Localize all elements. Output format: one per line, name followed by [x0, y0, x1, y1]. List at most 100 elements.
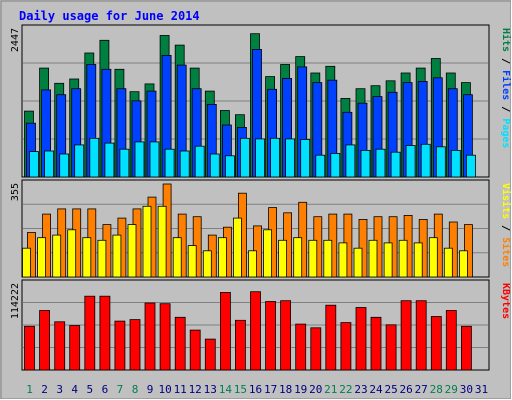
- bar-pages-29: [450, 149, 461, 178]
- bar-kbytes-22: [340, 322, 352, 371]
- x-tick-label: 25: [384, 383, 397, 396]
- bar-visits-11: [172, 237, 182, 278]
- bar-visits-3: [52, 234, 62, 278]
- bar-kbytes-26: [400, 300, 412, 371]
- bar-kbytes-20: [310, 327, 322, 371]
- bar-pages-7: [119, 148, 130, 178]
- bar-pages-23: [360, 149, 371, 178]
- x-tick-label: 4: [71, 383, 78, 396]
- x-tick-label: 3: [56, 383, 63, 396]
- x-tick-label: 6: [102, 383, 109, 396]
- x-tick-label: 14: [219, 383, 233, 396]
- bar-pages-9: [149, 141, 160, 178]
- x-tick-label: 21: [324, 383, 337, 396]
- bar-visits-6: [97, 239, 107, 278]
- bar-kbytes-30: [460, 325, 472, 371]
- chart-marks: [22, 33, 476, 371]
- x-tick-label: 27: [415, 383, 428, 396]
- ymax-label-bottom: 114222: [10, 283, 21, 319]
- x-tick-label: 28: [430, 383, 443, 396]
- bar-pages-4: [74, 144, 85, 178]
- x-tick-label: 24: [369, 383, 383, 396]
- bar-pages-1: [29, 151, 39, 178]
- bar-kbytes-9: [144, 302, 156, 371]
- ymax-label-middle: 355: [10, 183, 21, 201]
- bar-kbytes-10: [159, 303, 171, 371]
- bar-pages-13: [209, 153, 220, 178]
- x-tick-label: 20: [309, 383, 322, 396]
- bar-kbytes-25: [385, 324, 397, 371]
- bar-visits-8: [127, 224, 137, 278]
- x-tick-label: 16: [249, 383, 262, 396]
- bar-visits-18: [278, 239, 288, 278]
- bar-pages-18: [285, 138, 296, 178]
- bar-kbytes-18: [280, 300, 292, 371]
- bar-kbytes-17: [265, 301, 277, 371]
- bar-visits-25: [383, 242, 393, 278]
- x-tick-label: 17: [264, 383, 277, 396]
- bar-kbytes-1: [24, 325, 35, 371]
- bar-kbytes-16: [250, 291, 261, 371]
- bar-visits-10: [157, 205, 167, 278]
- bar-kbytes-21: [325, 304, 337, 371]
- x-tick-label: 31: [475, 383, 488, 396]
- bar-kbytes-4: [69, 325, 81, 371]
- bar-visits-13: [202, 250, 212, 278]
- legend-bottom: KBytes: [500, 283, 511, 319]
- x-tick-label: 15: [234, 383, 247, 396]
- bar-pages-26: [405, 145, 416, 178]
- bar-pages-8: [134, 141, 145, 178]
- bar-pages-27: [420, 143, 431, 178]
- bar-kbytes-11: [174, 316, 186, 371]
- x-tick-label: 9: [147, 383, 154, 396]
- bar-visits-20: [308, 239, 318, 278]
- bar-visits-19: [293, 237, 303, 278]
- bar-visits-28: [428, 237, 438, 278]
- bar-pages-28: [435, 146, 446, 178]
- x-tick-label: 12: [189, 383, 202, 396]
- bar-kbytes-27: [415, 300, 427, 371]
- legend-top: Hits / Files / Pages: [500, 28, 512, 148]
- x-tick-label: 7: [117, 383, 124, 396]
- bar-visits-16: [248, 250, 257, 278]
- x-tick-label: 1: [26, 383, 33, 396]
- bar-pages-12: [194, 145, 205, 178]
- x-tick-label: 8: [132, 383, 139, 396]
- bar-visits-1: [22, 247, 31, 278]
- bar-pages-22: [345, 144, 356, 178]
- bar-pages-11: [179, 150, 190, 178]
- bar-pages-21: [330, 152, 341, 178]
- legend-item: Visits: [500, 183, 512, 219]
- bar-kbytes-15: [234, 319, 246, 371]
- bar-kbytes-29: [445, 310, 457, 371]
- legend-item: KBytes: [500, 283, 511, 319]
- bar-pages-3: [59, 153, 70, 178]
- bar-kbytes-23: [355, 307, 367, 371]
- bar-visits-30: [458, 250, 468, 278]
- legend-item: /: [500, 100, 511, 118]
- bar-visits-4: [67, 229, 77, 278]
- bar-pages-16: [255, 138, 265, 178]
- bar-pages-24: [375, 148, 386, 178]
- bar-kbytes-28: [430, 316, 442, 371]
- bar-kbytes-12: [189, 329, 201, 371]
- bar-pages-30: [465, 154, 476, 178]
- bar-visits-7: [112, 234, 122, 278]
- x-tick-label: 23: [354, 383, 367, 396]
- bar-kbytes-3: [54, 321, 66, 371]
- bar-pages-19: [300, 139, 311, 178]
- bar-pages-2: [44, 150, 54, 178]
- bar-visits-23: [353, 247, 363, 278]
- x-tick-label: 29: [445, 383, 458, 396]
- bar-kbytes-13: [204, 338, 216, 371]
- x-tick-label: 11: [174, 383, 187, 396]
- bar-kbytes-24: [370, 316, 382, 371]
- bar-kbytes-19: [295, 323, 307, 371]
- bar-pages-14: [224, 155, 235, 178]
- x-tick-label: 30: [460, 383, 473, 396]
- bar-visits-2: [37, 237, 46, 278]
- bar-visits-14: [217, 237, 227, 278]
- bar-pages-10: [164, 148, 175, 178]
- bar-pages-5: [89, 137, 100, 178]
